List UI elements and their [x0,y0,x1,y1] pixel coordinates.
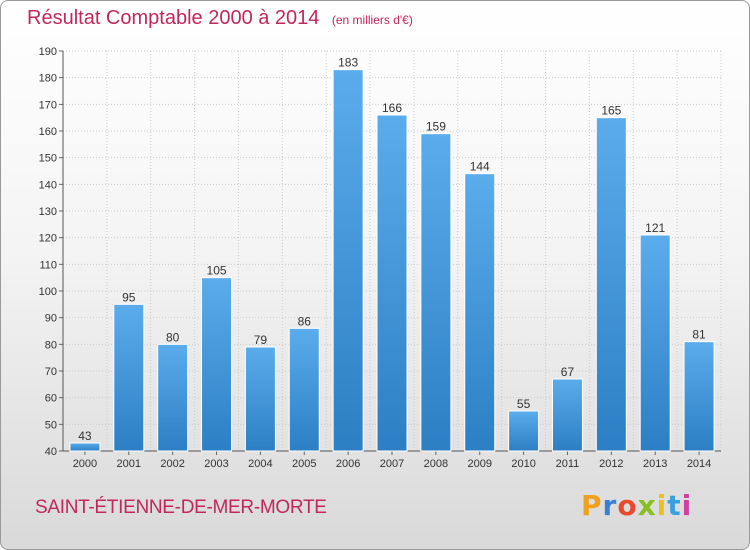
bar-2014 [683,341,715,452]
x-tick-label-2001: 2001 [117,458,141,470]
x-tick-label-2010: 2010 [511,458,535,470]
y-tick-label: 180 [39,73,57,85]
x-tick-label-2014: 2014 [687,458,711,470]
bar-2007 [376,114,408,452]
logo-letter: x [637,489,657,522]
bars [69,69,715,452]
value-label-2009: 144 [470,160,490,174]
commune-name: SAINT-ÉTIENNE-DE-MER-MORTE [35,497,327,518]
value-label-2003: 105 [207,264,227,278]
y-tick-label: 60 [45,393,57,405]
proxiti-logo: Proxiti [581,489,692,522]
x-tick-label-2011: 2011 [556,458,580,470]
value-label-2012: 165 [601,104,621,118]
x-tick-label-2006: 2006 [336,458,360,470]
bar-2005 [288,327,320,452]
value-label-2002: 80 [166,330,180,344]
bar-2002 [157,343,189,452]
bar-2000 [69,442,101,452]
grid-lines [62,50,722,452]
x-tick-label-2000: 2000 [73,458,97,470]
x-tick-label-2004: 2004 [248,458,272,470]
y-tick-label: 90 [45,313,57,325]
x-tick-label-2003: 2003 [204,458,228,470]
x-tick-label-2013: 2013 [643,458,667,470]
logo-letter: r [602,489,618,522]
value-label-2013: 121 [645,221,665,235]
chart-unit: (en milliers d'€) [331,13,413,27]
bar-2006 [332,69,364,452]
bar-2009 [464,173,496,452]
x-tick-label-2009: 2009 [467,458,491,470]
value-label-2014: 81 [692,328,706,342]
logo-letter: t [667,489,682,522]
y-tick-label: 40 [45,446,57,458]
bar-2004 [244,346,276,452]
bar-2003 [201,277,233,452]
x-tick-label-2002: 2002 [160,458,184,470]
y-tick-label: 160 [39,126,57,138]
y-tick-label: 130 [39,206,57,218]
y-tick-label: 100 [39,286,57,298]
x-tick-label-2012: 2012 [599,458,623,470]
bar-2012 [595,117,627,452]
logo-letter: o [617,489,638,522]
y-tick-label: 80 [45,339,57,351]
x-tick-label-2005: 2005 [292,458,316,470]
value-label-2000: 43 [78,429,92,443]
labels: 40 50 60 70 80 90 100 110 120 130 140 150 160 170 180 1… [39,46,712,470]
value-label-2010: 55 [517,397,531,411]
bar-2013 [639,234,671,452]
bar-2011 [551,378,583,452]
chart-title-text: Résultat Comptable 2000 à 2014 [27,7,320,29]
chart-title: Résultat Comptable 2000 à 2014 (en milli… [27,7,413,30]
y-tick-label: 150 [39,153,57,165]
value-label-2005: 86 [298,314,312,328]
y-tick-label: 110 [39,259,57,271]
x-tick-label-2007: 2007 [380,458,404,470]
value-label-2008: 159 [426,120,446,134]
value-label-2011: 67 [561,365,575,379]
bar-2001 [113,303,145,452]
y-tick-label: 140 [39,179,57,191]
bar-2010 [508,410,540,452]
value-label-2006: 183 [338,56,358,70]
x-tick-label-2008: 2008 [424,458,448,470]
y-tick-label: 170 [39,99,57,111]
logo-letter: i [681,489,693,522]
value-label-2001: 95 [122,290,136,304]
y-tick-label: 120 [39,233,57,245]
value-label-2007: 166 [382,101,402,115]
bar-2008 [420,133,452,452]
value-label-2004: 79 [254,333,268,347]
logo-letter: i [656,489,668,522]
y-tick-label: 70 [45,366,57,378]
y-tick-label: 190 [39,46,57,58]
y-tick-label: 50 [45,419,57,431]
logo-letter: P [581,489,603,522]
